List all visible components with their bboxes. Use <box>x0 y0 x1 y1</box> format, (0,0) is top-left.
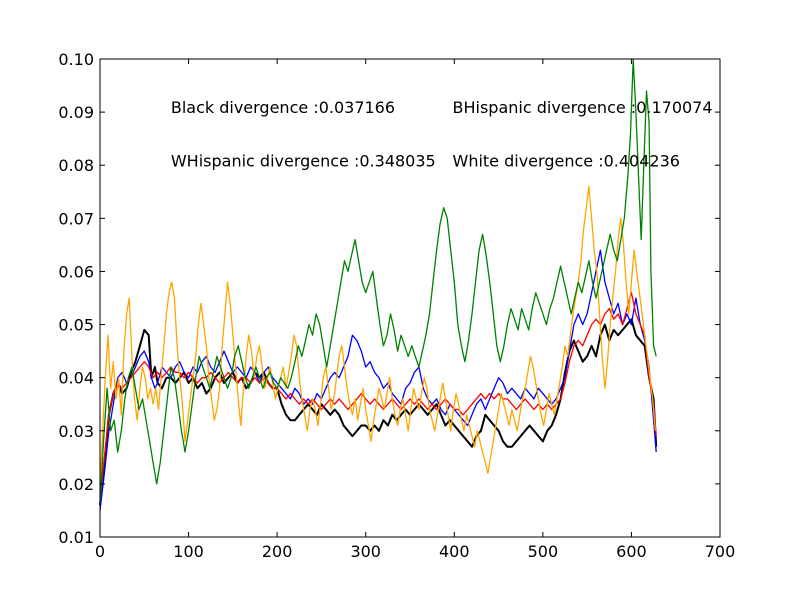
x-tick-label: 300 <box>350 542 381 561</box>
x-tick-label: 700 <box>705 542 736 561</box>
series-layer <box>99 58 658 511</box>
tick-layer: 0 100 200 300 400 500 600 700 0.01 0.02 0.03 0.04 0.… <box>58 50 735 561</box>
x-tick-label: 0 <box>95 542 105 561</box>
series-line-4 <box>99 58 657 506</box>
x-tick-label: 600 <box>616 542 647 561</box>
divergence-annotation: White divergence :0.404236 <box>453 151 680 170</box>
y-tick-label: 0.10 <box>58 50 94 69</box>
divergence-annotation: BHispanic divergence :0.170074 <box>453 98 713 117</box>
annotation-layer: Black divergence :0.037166 BHispanic dive… <box>171 98 713 170</box>
y-tick-label: 0.05 <box>58 316 94 335</box>
x-tick-label: 500 <box>528 542 559 561</box>
series-line-3 <box>99 185 656 484</box>
y-tick-label: 0.02 <box>58 475 94 494</box>
y-tick-label: 0.06 <box>58 262 94 281</box>
x-tick-label: 400 <box>439 542 470 561</box>
y-tick-label: 0.08 <box>58 156 94 175</box>
series-line-0 <box>99 318 658 506</box>
y-tick-label: 0.09 <box>58 103 94 122</box>
y-tick-label: 0.03 <box>58 422 94 441</box>
x-tick-label: 200 <box>262 542 293 561</box>
x-tick-label: 100 <box>173 542 204 561</box>
plot-frame <box>99 58 721 538</box>
divergence-annotation: WHispanic divergence :0.348035 <box>171 151 436 170</box>
series-line-1 <box>99 249 657 511</box>
y-tick-label: 0.07 <box>58 209 94 228</box>
y-tick-label: 0.04 <box>58 369 94 388</box>
y-tick-label: 0.01 <box>58 528 94 547</box>
divergence-annotation: Black divergence :0.037166 <box>171 98 395 117</box>
